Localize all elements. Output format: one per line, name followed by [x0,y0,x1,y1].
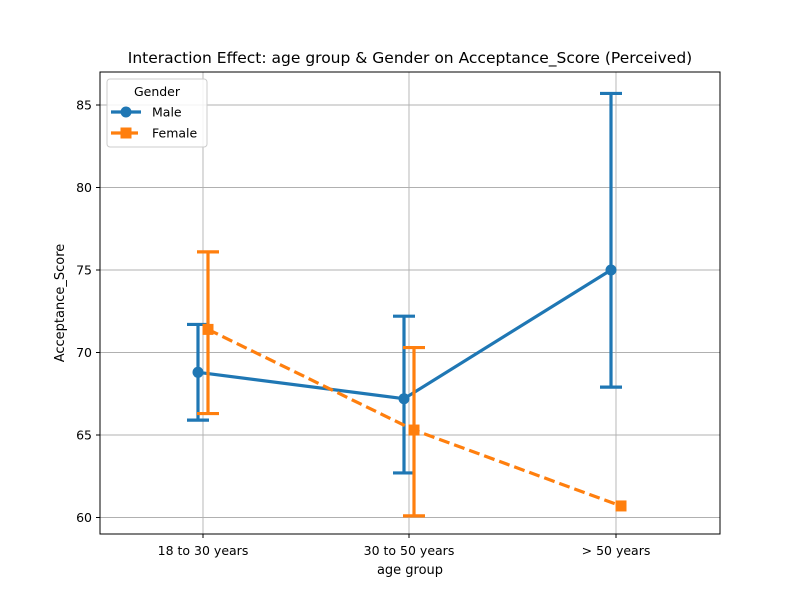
y-tick-label: 65 [76,428,92,443]
legend-entry-male: Male [111,105,182,120]
x-axis-label: age group [377,563,443,578]
legend-entries: Male Female [111,105,198,141]
data-point [615,500,627,512]
plot-frame [99,71,721,535]
data-point [605,264,617,276]
y-tick-label: 85 [76,98,92,113]
legend-box [106,78,208,148]
y-tick-label: 60 [76,510,92,525]
y-tick-label: 75 [76,263,92,278]
legend-label: Female [152,126,198,141]
series-female [197,250,627,518]
chart-title: Interaction Effect: age group & Gender o… [128,49,692,68]
legend-label: Male [152,105,182,120]
data-point [202,323,214,335]
data-point [398,393,410,405]
x-tick-label: 30 to 50 years [364,543,455,558]
legend-marker [120,127,132,139]
y-tick-label: 80 [76,180,92,195]
series-layer [187,91,627,518]
data-point [408,424,420,436]
x-tick-label: > 50 years [582,543,651,558]
legend: Gender Male Female [106,78,208,148]
x-tick-label: 18 to 30 years [158,543,249,558]
y-axis-label: Acceptance_Score [53,244,68,363]
y-tick-label: 70 [76,345,92,360]
legend-entry-female: Female [111,126,198,141]
axis-ticks: 18 to 30 years 30 to 50 years > 50 years 60… [76,98,650,559]
legend-title: Gender [134,84,181,99]
data-point [192,366,204,378]
legend-marker [120,106,132,118]
